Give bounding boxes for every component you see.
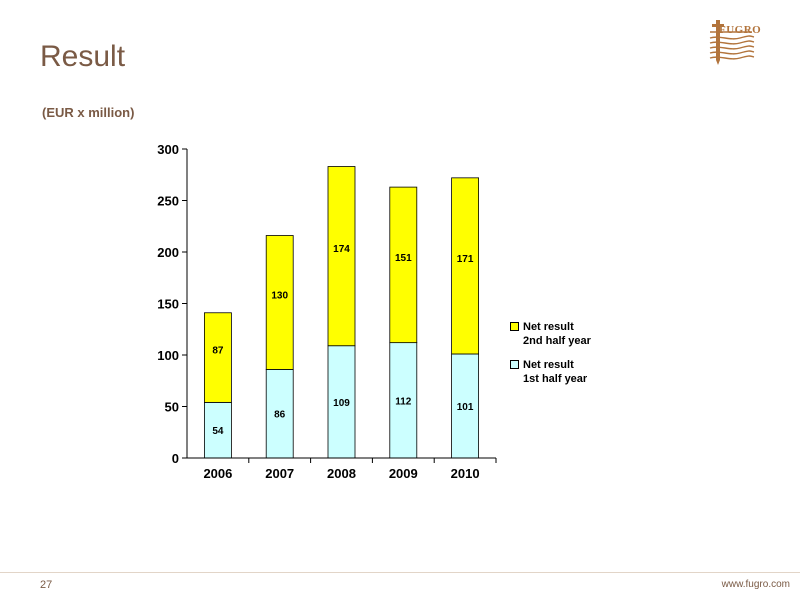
bar-2007-series-1 (265, 235, 294, 370)
data-label-2006-series-0: 54 (212, 426, 224, 437)
page-title: Result (40, 40, 126, 73)
x-tick-label-2009: 2009 (389, 466, 418, 481)
x-tick-label-2008: 2008 (327, 466, 356, 481)
data-label-2007-series-0: 86 (274, 410, 286, 421)
y-tick-label-250: 250 (157, 194, 179, 209)
legend-label-second-half: Net result 2nd half year (523, 321, 591, 347)
y-tick-label-100: 100 (157, 348, 179, 363)
y-tick-label-150: 150 (157, 297, 179, 312)
y-tick-label-0: 0 (172, 451, 179, 466)
bar-2009-series-1 (389, 186, 418, 344)
x-tick-label-2010: 2010 (451, 466, 480, 481)
x-tick-label-2007: 2007 (265, 466, 294, 481)
legend-swatch-first-half (510, 360, 519, 369)
unit-subtitle: (EUR x million) (42, 105, 135, 120)
legend-item-second-half: Net result 2nd half year (510, 320, 591, 348)
bar-2006-series-1 (203, 312, 232, 403)
data-label-2010-series-1: 171 (457, 254, 474, 265)
x-tick-label-2006: 2006 (203, 466, 232, 481)
data-label-2009-series-1: 151 (395, 253, 412, 264)
data-label-2010-series-0: 101 (457, 402, 474, 413)
y-tick-label-50: 50 (165, 400, 179, 415)
data-label-2007-series-1: 130 (271, 290, 288, 301)
legend-item-first-half: Net result 1st half year (510, 358, 591, 386)
data-label-2008-series-1: 174 (333, 244, 350, 255)
data-label-2006-series-1: 87 (212, 346, 224, 357)
data-label-2009-series-0: 112 (395, 396, 412, 407)
bar-2009-series-0 (389, 342, 418, 459)
data-label-2008-series-0: 109 (333, 398, 350, 409)
bar-2008-series-1 (327, 166, 356, 347)
y-tick-label-300: 300 (157, 142, 179, 157)
bar-2007-series-0 (265, 369, 294, 459)
legend-label-first-half: Net result 1st half year (523, 359, 588, 385)
logo-wordmark: FUGRO (719, 24, 762, 36)
bar-2006-series-0 (203, 401, 232, 459)
chart-legend: Net result 2nd half year Net result 1st … (510, 320, 591, 396)
y-tick-label-200: 200 (157, 245, 179, 260)
fugro-logo (709, 20, 755, 65)
footer-divider (0, 572, 800, 573)
legend-swatch-second-half (510, 322, 519, 331)
footer-url[interactable]: www.fugro.com (721, 579, 790, 590)
bar-2010-series-1 (451, 177, 480, 355)
page-number: 27 (40, 579, 53, 591)
